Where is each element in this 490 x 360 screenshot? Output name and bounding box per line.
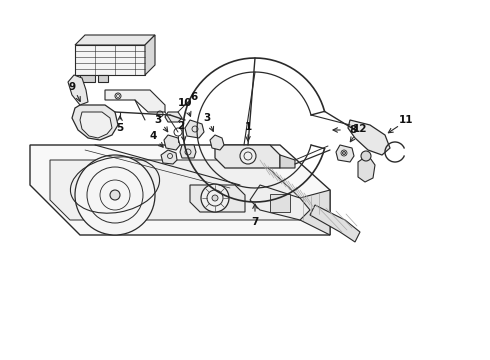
Text: 5: 5 bbox=[117, 123, 123, 133]
Text: 7: 7 bbox=[251, 217, 259, 227]
Polygon shape bbox=[145, 35, 155, 75]
Text: 9: 9 bbox=[69, 82, 75, 92]
Circle shape bbox=[110, 190, 120, 200]
Polygon shape bbox=[165, 112, 182, 122]
Text: 11: 11 bbox=[399, 115, 413, 125]
Polygon shape bbox=[105, 90, 165, 112]
Circle shape bbox=[361, 151, 371, 161]
Polygon shape bbox=[280, 155, 295, 168]
Polygon shape bbox=[336, 145, 354, 162]
Text: 6: 6 bbox=[191, 92, 197, 102]
Polygon shape bbox=[190, 185, 245, 212]
Circle shape bbox=[212, 195, 218, 201]
Polygon shape bbox=[75, 45, 145, 75]
Text: 3: 3 bbox=[154, 115, 162, 125]
Text: 4: 4 bbox=[149, 131, 157, 141]
Polygon shape bbox=[50, 160, 300, 220]
Text: 1: 1 bbox=[245, 122, 252, 132]
Polygon shape bbox=[310, 205, 360, 242]
Polygon shape bbox=[215, 145, 280, 168]
Circle shape bbox=[75, 155, 155, 235]
Circle shape bbox=[240, 148, 256, 164]
Text: 12: 12 bbox=[353, 124, 367, 134]
Text: 3: 3 bbox=[203, 113, 211, 123]
Polygon shape bbox=[210, 135, 224, 150]
Circle shape bbox=[201, 184, 229, 212]
Polygon shape bbox=[75, 35, 155, 45]
Text: 10: 10 bbox=[178, 98, 192, 108]
Text: 8: 8 bbox=[349, 125, 357, 135]
Text: 2: 2 bbox=[177, 121, 185, 131]
Bar bbox=[270, 194, 290, 212]
Polygon shape bbox=[30, 145, 330, 235]
Polygon shape bbox=[250, 185, 310, 220]
Circle shape bbox=[343, 152, 345, 154]
Polygon shape bbox=[300, 190, 330, 235]
Polygon shape bbox=[68, 75, 88, 105]
Polygon shape bbox=[80, 112, 112, 138]
Bar bbox=[98, 75, 108, 82]
Polygon shape bbox=[348, 120, 390, 155]
Polygon shape bbox=[180, 145, 196, 158]
Polygon shape bbox=[164, 135, 180, 150]
Polygon shape bbox=[72, 105, 118, 140]
Polygon shape bbox=[358, 155, 375, 182]
Polygon shape bbox=[161, 150, 177, 164]
Bar bbox=[80, 75, 95, 82]
Polygon shape bbox=[185, 120, 204, 138]
